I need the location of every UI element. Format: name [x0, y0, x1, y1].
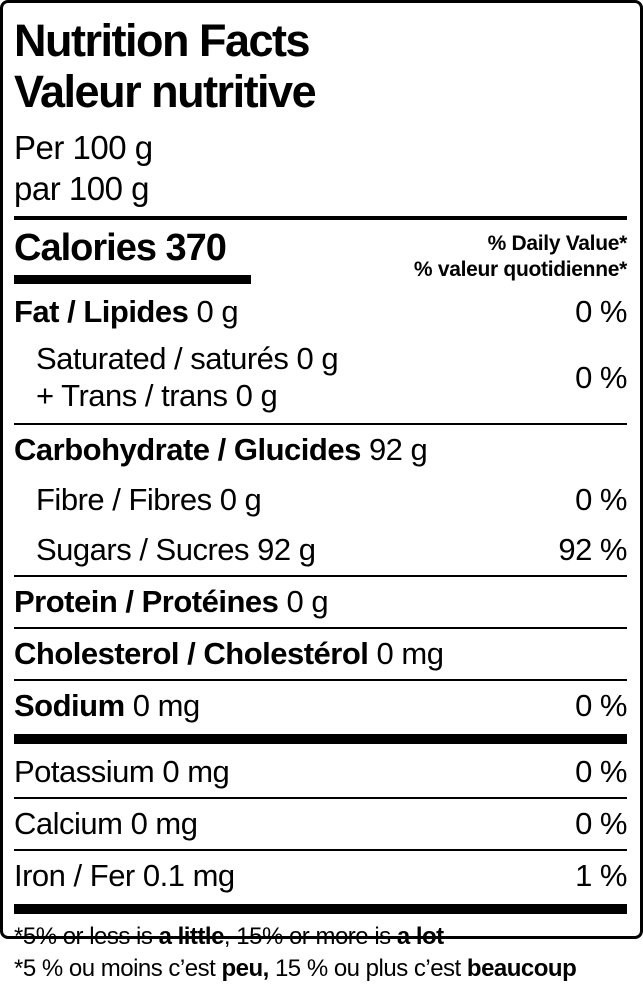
carbohydrate-label: Carbohydrate / Glucides 92 g [14, 432, 428, 468]
sugars-label: Sugars / Sucres 92 g [36, 532, 316, 568]
separator [14, 797, 627, 800]
cholesterol-row: Cholesterol / Cholestérol 0 mg [14, 629, 627, 679]
calcium-row: Calcium 0 mg 0 % [14, 799, 627, 849]
sodium-row: Sodium 0 mg 0 % [14, 681, 627, 731]
daily-value-header-en: % Daily Value* [487, 232, 628, 256]
fat-dv: 0 % [575, 294, 627, 330]
title-en: Nutrition Facts [14, 15, 311, 66]
daily-value-header-fr: % valeur quotidienne* [413, 257, 627, 281]
separator [14, 679, 627, 682]
sodium-label: Sodium 0 mg [14, 688, 200, 724]
calcium-label: Calcium 0 mg [14, 806, 198, 842]
saturated-trans-label: Saturated / saturés 0 g + Trans / trans … [36, 341, 339, 413]
calories-value: Calories 370 [14, 227, 227, 270]
iron-label: Iron / Fer 0.1 mg [14, 858, 235, 894]
title-fr: Valeur nutritive [14, 66, 317, 118]
separator [14, 849, 627, 852]
top-rule [14, 216, 627, 221]
fibre-dv: 0 % [575, 482, 627, 518]
calories-underline-bar [14, 275, 251, 285]
carbohydrate-row: Carbohydrate / Glucides 92 g [14, 425, 627, 475]
footnote-en: *5% or less is a little, 15% or more is … [14, 923, 444, 951]
calories-section: Calories 370 % Daily Value* % valeur quo… [14, 220, 627, 287]
saturated-trans-dv: 0 % [575, 359, 627, 395]
thick-divider [14, 904, 627, 915]
potassium-row: Potassium 0 mg 0 % [14, 747, 627, 797]
separator [14, 423, 627, 426]
protein-label: Protein / Protéines 0 g [14, 584, 329, 620]
potassium-dv: 0 % [575, 754, 627, 790]
fibre-label: Fibre / Fibres 0 g [36, 482, 262, 518]
fibre-row: Fibre / Fibres 0 g 0 % [14, 475, 627, 525]
iron-dv: 1 % [575, 858, 627, 894]
thick-divider [14, 734, 627, 745]
daily-value-header: % Daily Value* % valeur quotidienne* [414, 227, 627, 284]
sodium-dv: 0 % [575, 688, 627, 724]
footnote-fr: *5 % ou moins c’est peu, 15 % ou plus c’… [14, 955, 577, 983]
protein-row: Protein / Protéines 0 g [14, 577, 627, 627]
fat-label: Fat / Lipides 0 g [14, 294, 239, 330]
cholesterol-label: Cholesterol / Cholestérol 0 mg [14, 636, 444, 672]
potassium-label: Potassium 0 mg [14, 754, 230, 790]
calcium-dv: 0 % [575, 806, 627, 842]
calories-block: Calories 370 [14, 227, 251, 285]
fat-row: Fat / Lipides 0 g 0 % [14, 287, 627, 337]
serving-size-fr: par 100 g [14, 169, 149, 207]
serving-size-en: Per 100 g [14, 128, 153, 166]
iron-row: Iron / Fer 0.1 mg 1 % [14, 851, 627, 901]
separator [14, 627, 627, 630]
saturated-trans-row: Saturated / saturés 0 g + Trans / trans … [14, 337, 627, 423]
sugars-dv: 92 % [558, 532, 627, 568]
sugars-row: Sugars / Sucres 92 g 92 % [14, 525, 627, 575]
separator [14, 575, 627, 578]
